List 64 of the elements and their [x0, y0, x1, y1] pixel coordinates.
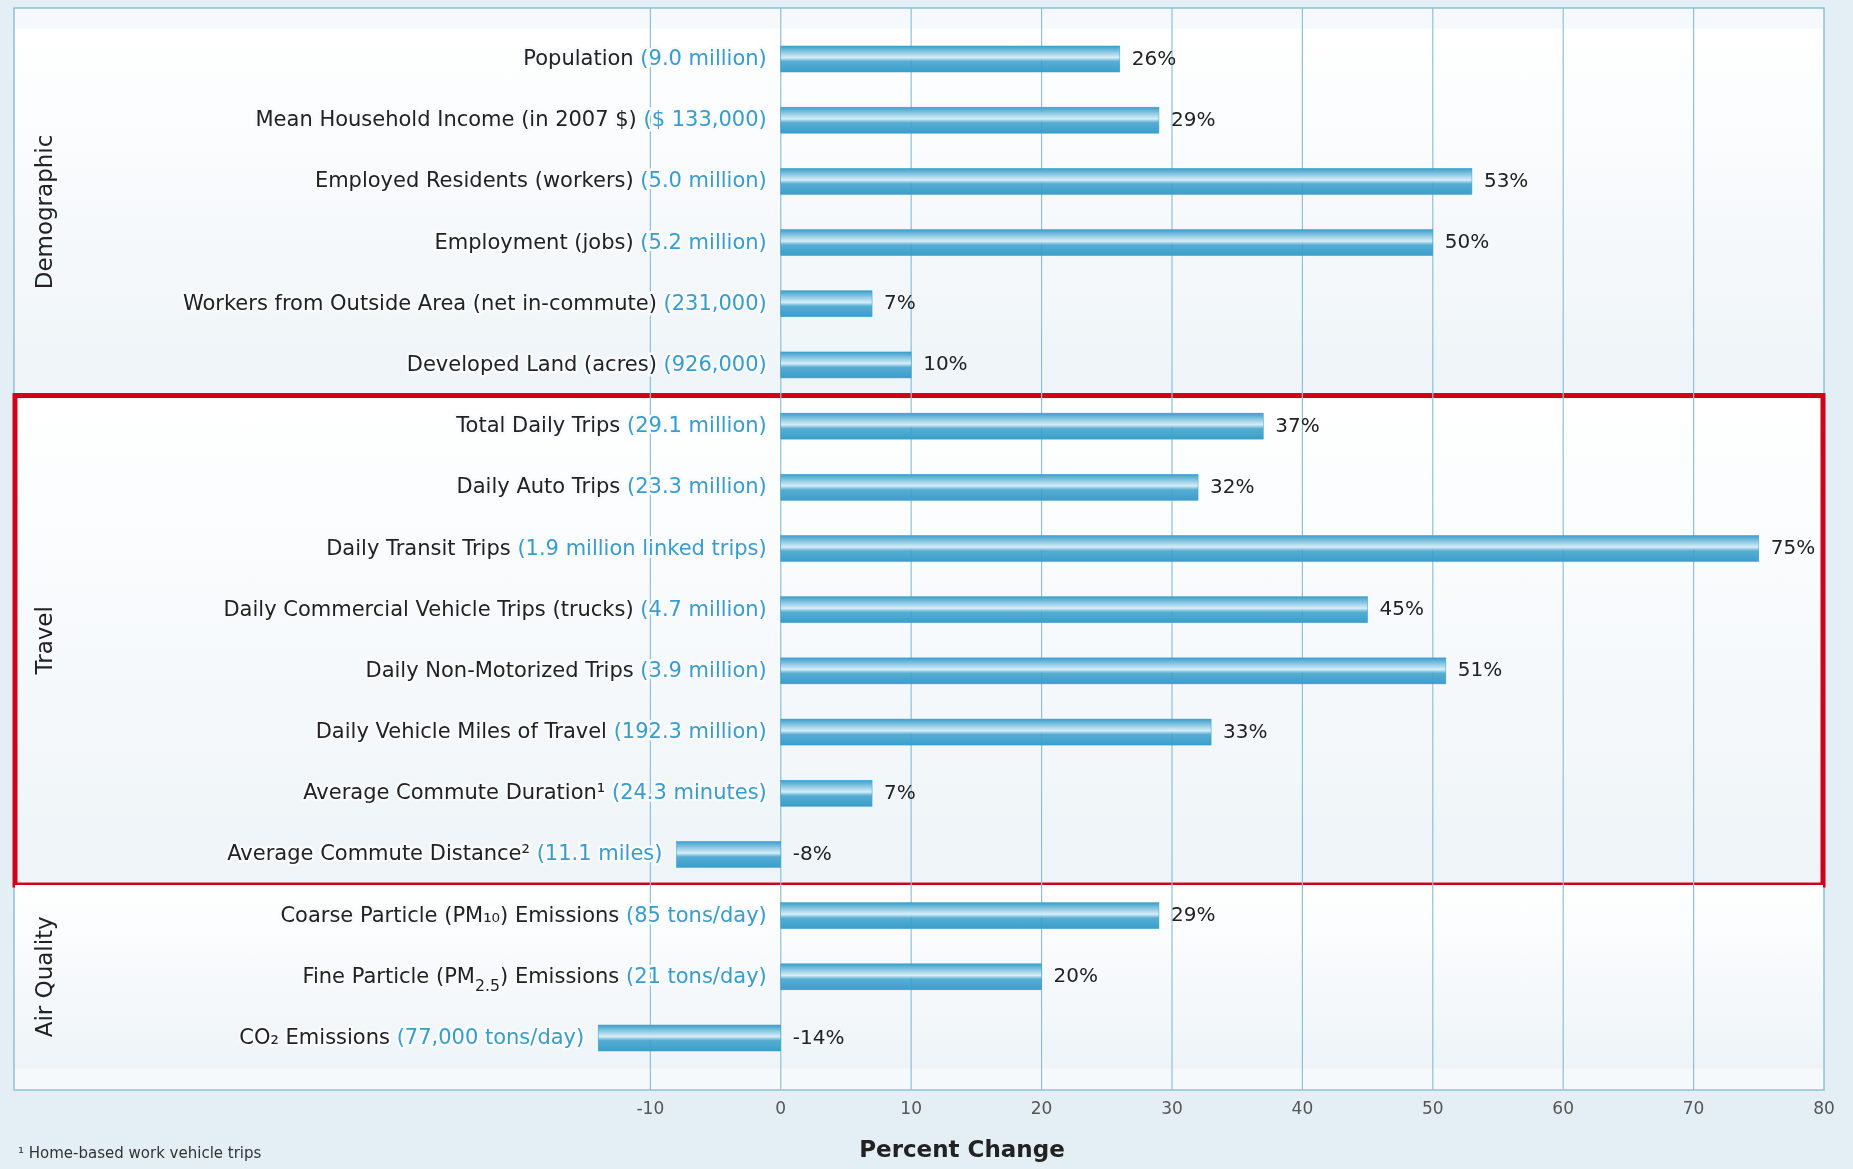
- x-tick-label: 70: [1682, 1098, 1705, 1118]
- text: ¹ Home-based work vehicle trips: [18, 1144, 262, 1162]
- x-tick-label: 0: [775, 1098, 787, 1118]
- bar: [780, 718, 1212, 746]
- bar: [780, 168, 1473, 195]
- bar: [780, 229, 1434, 256]
- data-label: -8%: [792, 840, 832, 865]
- data-label: 10%: [923, 351, 968, 376]
- x-tick-label: 80: [1813, 1098, 1835, 1118]
- data-label: 75%: [1770, 535, 1816, 559]
- y-tick-label: Employed Residents (workers) (5.0 million): [314, 168, 767, 193]
- data-label: 33%: [1223, 718, 1268, 743]
- y-tick-label: Coarse Particle (PM₁₀) Emissions (85 tons/day): [280, 902, 767, 927]
- x-tick-label: 40: [1291, 1098, 1314, 1118]
- bar: [780, 902, 1160, 929]
- y-tick-label: Fine Particle (PM$_{2.5}$) Emissions (21 tons/day): [302, 963, 767, 995]
- y-tick-label: CO₂ Emissions (77,000 tons/day): [239, 1025, 585, 1049]
- bar: [780, 290, 873, 317]
- band-label: Air Quality: [31, 916, 57, 1038]
- x-tick-label: 10: [900, 1098, 922, 1118]
- y-tick-label: Daily Commercial Vehicle Trips (trucks) (4.7 million): [223, 596, 767, 621]
- y-tick-label: Workers from Outside Area (net in-commute) (231,000): [182, 290, 767, 315]
- bar: [676, 841, 782, 868]
- data-label: 51%: [1457, 657, 1503, 682]
- x-tick-label: 20: [1030, 1098, 1053, 1118]
- y-tick-label: Daily Transit Trips (1.9 million linked trips): [326, 535, 767, 560]
- data-label: 20%: [1053, 963, 1099, 988]
- data-label: 32%: [1210, 473, 1255, 498]
- y-tick-label: Developed Land (acres) (926,000): [406, 351, 767, 376]
- data-label: 37%: [1275, 412, 1320, 437]
- y-tick-label: Average Commute Distance² (11.1 miles): [227, 841, 663, 866]
- y-tick-label: Daily Vehicle Miles of Travel (192.3 million): [315, 719, 767, 744]
- band-label: Travel: [31, 606, 57, 676]
- x-tick-label: 60: [1552, 1098, 1575, 1118]
- bar: [780, 474, 1199, 501]
- data-label: 29%: [1170, 902, 1216, 927]
- y-tick-label: Employment (jobs) (5.2 million): [434, 229, 767, 254]
- band-label: Demographic: [31, 134, 57, 290]
- bar: [780, 412, 1264, 440]
- bar: [780, 106, 1160, 134]
- data-label: 29%: [1170, 106, 1216, 131]
- y-tick-label: Daily Auto Trips (23.3 million): [456, 474, 767, 499]
- data-label: 7%: [884, 290, 916, 315]
- bar: [780, 45, 1121, 73]
- data-label: 45%: [1379, 596, 1425, 621]
- x-tick-label: 30: [1161, 1098, 1183, 1118]
- bar: [780, 963, 1042, 991]
- bar: [780, 657, 1447, 685]
- x-axis-title: Percent Change: [859, 1136, 1065, 1162]
- data-label: 26%: [1131, 45, 1177, 70]
- bar: [780, 351, 912, 379]
- data-label: 7%: [884, 779, 916, 804]
- data-label: 50%: [1444, 229, 1490, 254]
- bar: [780, 535, 1760, 562]
- data-label: 53%: [1483, 167, 1529, 192]
- x-tick-label: -10: [636, 1098, 665, 1118]
- y-tick-label: Mean Household Income (in 2007 $) ($ 133,000): [255, 107, 767, 132]
- bar: [597, 1024, 782, 1052]
- y-tick-label: Average Commute Duration¹ (24.3 minutes): [303, 780, 767, 805]
- data-label: -14%: [792, 1024, 845, 1049]
- x-tick-label: 50: [1421, 1098, 1444, 1118]
- y-tick-label: Daily Non-Motorized Trips (3.9 million): [365, 657, 767, 682]
- bar: [780, 780, 873, 807]
- bar: [780, 596, 1368, 623]
